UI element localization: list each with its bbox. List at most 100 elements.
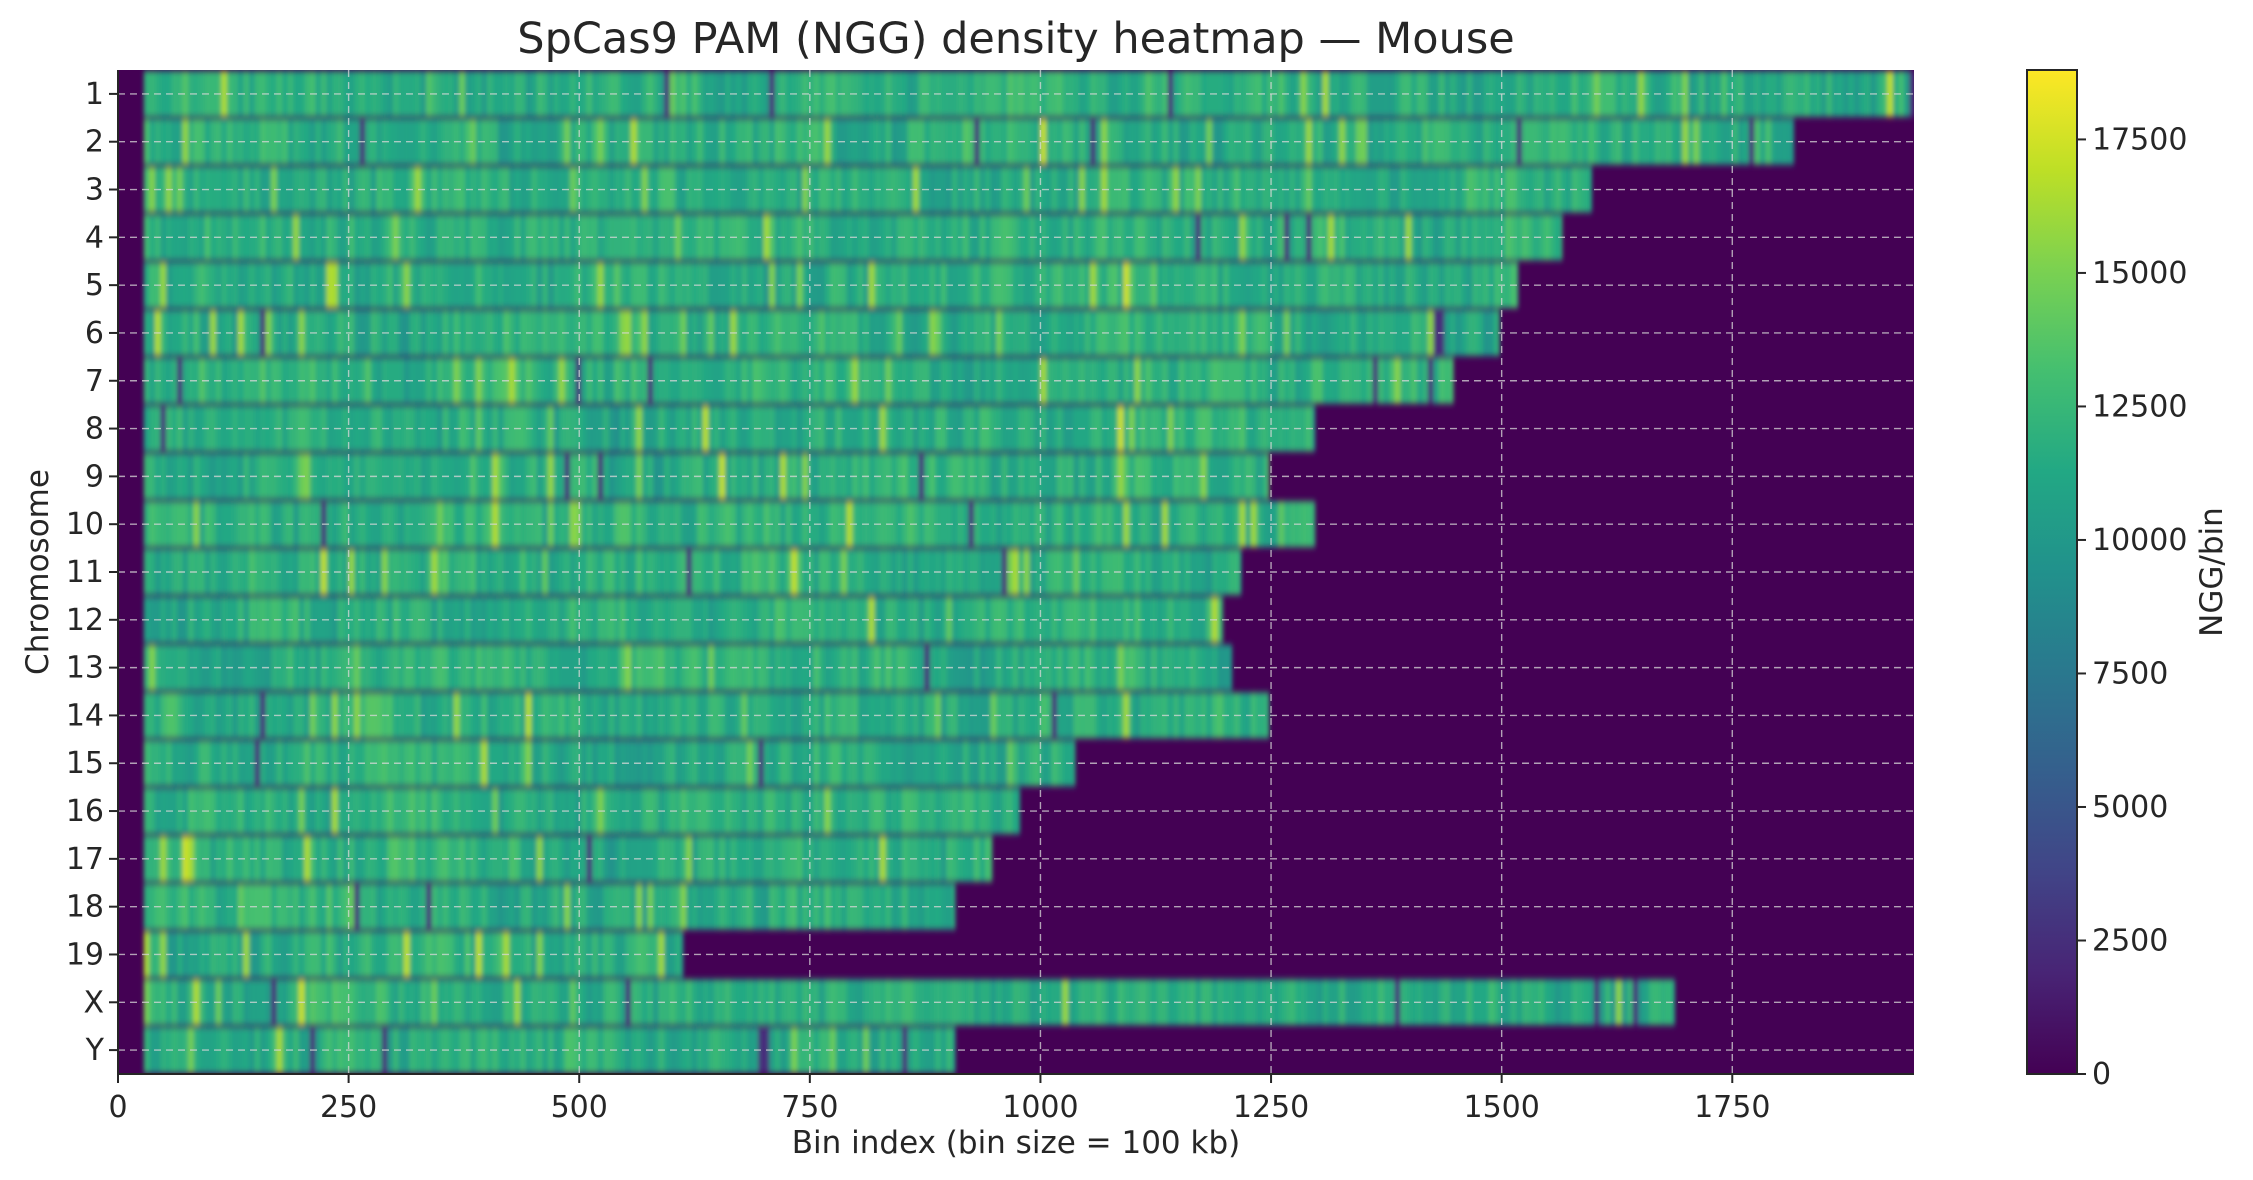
heatmap-cell xyxy=(857,405,865,452)
heatmap-cell xyxy=(459,71,466,117)
heatmap-cell xyxy=(1239,501,1247,548)
heatmap-cell xyxy=(758,71,765,117)
heatmap-cell xyxy=(1189,979,1197,1026)
heatmap-cell xyxy=(182,501,189,548)
heatmap-cell xyxy=(592,931,599,978)
heatmap-cell xyxy=(1001,979,1009,1026)
heatmap-cell xyxy=(929,644,937,691)
heatmap-cell xyxy=(160,883,167,930)
heatmap-cell xyxy=(747,883,754,930)
heatmap-cell xyxy=(1538,979,1545,1026)
heatmap-cell xyxy=(1494,118,1501,165)
heatmap-cell xyxy=(868,357,876,404)
heatmap-cell xyxy=(962,501,970,548)
heatmap-cell xyxy=(581,740,588,787)
heatmap-cell xyxy=(713,979,721,1026)
heatmap-cell xyxy=(940,692,948,739)
heatmap-cell xyxy=(570,835,577,882)
heatmap-cell xyxy=(293,310,300,356)
heatmap-cell xyxy=(1322,357,1330,404)
heatmap-cell xyxy=(520,262,527,309)
heatmap-cell xyxy=(891,788,898,834)
heatmap-cell xyxy=(1012,310,1020,356)
heatmap-cell xyxy=(326,166,333,213)
heatmap-cell xyxy=(365,692,372,739)
heatmap-cell xyxy=(713,166,721,213)
heatmap-cell xyxy=(387,453,394,500)
heatmap-cell xyxy=(1444,71,1451,117)
y-tick-label: 8 xyxy=(85,412,104,447)
heatmap-cell xyxy=(974,596,981,643)
heatmap-cell xyxy=(326,644,333,691)
heatmap-cell xyxy=(149,596,156,643)
heatmap-cell xyxy=(702,883,710,930)
heatmap-cell xyxy=(1134,71,1141,117)
heatmap-cell xyxy=(664,71,671,117)
heatmap-cell xyxy=(614,166,621,213)
heatmap-cell xyxy=(160,405,167,452)
heatmap-cell xyxy=(426,214,433,261)
heatmap-cell xyxy=(929,1027,937,1073)
heatmap-cell xyxy=(1538,118,1545,165)
heatmap-cell xyxy=(918,214,926,261)
heatmap-cell xyxy=(1189,549,1197,595)
heatmap-cell xyxy=(857,979,865,1026)
heatmap-cell xyxy=(1095,549,1103,595)
heatmap-cell xyxy=(857,740,865,787)
heatmap-cell xyxy=(1106,549,1114,595)
heatmap-cell xyxy=(1012,262,1020,309)
heatmap-cell xyxy=(282,596,289,643)
heatmap-cell xyxy=(702,214,710,261)
heatmap-cell xyxy=(641,1027,649,1073)
heatmap-cell xyxy=(326,71,333,117)
heatmap-cell xyxy=(1289,214,1296,261)
heatmap-cell xyxy=(1178,405,1186,452)
heatmap-cell xyxy=(1084,692,1092,739)
heatmap-cell xyxy=(459,835,466,882)
y-tick-label: 1 xyxy=(85,77,104,112)
heatmap-cell xyxy=(1106,596,1114,643)
heatmap-cell xyxy=(1178,453,1186,500)
heatmap-cell xyxy=(879,453,887,500)
heatmap-cell xyxy=(686,644,693,691)
heatmap-cell xyxy=(713,71,721,117)
heatmap-cell xyxy=(951,310,959,356)
heatmap-cell xyxy=(221,501,228,548)
heatmap-cell xyxy=(365,549,372,595)
heatmap-cell xyxy=(581,549,588,595)
heatmap-cell xyxy=(581,453,588,500)
heatmap-cell xyxy=(807,1027,815,1073)
heatmap-cell xyxy=(1012,644,1020,691)
heatmap-cell xyxy=(664,549,671,595)
heatmap-cell xyxy=(1394,357,1401,404)
heatmap-cell xyxy=(365,931,372,978)
heatmap-cell xyxy=(459,692,466,739)
heatmap-cell xyxy=(868,740,876,787)
heatmap-cell xyxy=(603,71,610,117)
heatmap-cell xyxy=(1322,118,1330,165)
heatmap-cell xyxy=(830,979,837,1026)
heatmap-cell xyxy=(570,118,577,165)
heatmap-cell xyxy=(990,596,997,643)
heatmap-cell xyxy=(365,883,372,930)
heatmap-cell xyxy=(664,501,671,548)
heatmap-cell xyxy=(1178,549,1186,595)
heatmap-cell xyxy=(426,931,433,978)
heatmap-cell xyxy=(1278,166,1285,213)
heatmap-cell xyxy=(1001,692,1009,739)
heatmap-cell xyxy=(1350,979,1357,1026)
heatmap-cell xyxy=(796,501,804,548)
heatmap-cell xyxy=(1023,405,1031,452)
heatmap-cell xyxy=(243,262,250,309)
heatmap-cell xyxy=(724,644,732,691)
heatmap-cell xyxy=(641,835,649,882)
heatmap-cell xyxy=(857,549,865,595)
heatmap-cell xyxy=(675,979,682,1026)
heatmap-cell xyxy=(846,310,854,356)
heatmap-cell xyxy=(1372,118,1379,165)
heatmap-cell xyxy=(498,501,505,548)
heatmap-cell xyxy=(713,835,721,882)
heatmap-cell xyxy=(470,71,477,117)
heatmap-cell xyxy=(1516,214,1523,261)
heatmap-cell xyxy=(990,740,997,787)
